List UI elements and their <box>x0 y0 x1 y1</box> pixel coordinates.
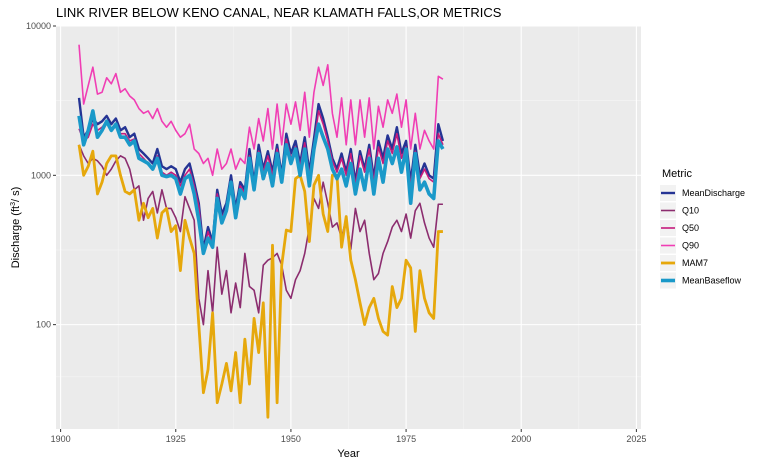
legend-label-Q10: Q10 <box>682 206 699 216</box>
series-line-MAM7 <box>77 144 443 419</box>
series-layer <box>77 44 445 419</box>
legend-items: MeanDischarge Q10 Q50 Q90 MAM7 MeanBaseflow <box>660 185 745 289</box>
legend-label-MeanBaseflow: MeanBaseflow <box>682 276 742 286</box>
x-tick-label: 1975 <box>396 434 416 444</box>
x-tick-label: 1950 <box>281 434 301 444</box>
chart-title: LINK RIVER BELOW KENO CANAL, NEAR KLAMAT… <box>56 5 502 20</box>
x-tick-label: 1900 <box>51 434 71 444</box>
series-line-Q90 <box>78 44 444 177</box>
legend-label-MAM7: MAM7 <box>682 258 708 268</box>
legend-label-MeanDischarge: MeanDischarge <box>682 188 745 198</box>
legend-label-Q50: Q50 <box>682 223 699 233</box>
series-line-Q10 <box>78 144 443 326</box>
y-axis-label: Discharge (ft3/ s) <box>10 187 22 269</box>
x-axis-label: Year <box>337 448 360 460</box>
x-tick-label: 1925 <box>166 434 186 444</box>
y-tick-label: 100 <box>36 320 51 330</box>
y-axis-ticks: 100 1000 10000 <box>26 21 56 330</box>
legend: Metric MeanDischarge Q10 Q50 Q90 MAM7 MeanBas… <box>660 168 745 289</box>
legend-label-Q90: Q90 <box>682 241 699 251</box>
y-tick-label: 1000 <box>31 170 51 180</box>
x-axis-ticks: 1900 1925 1950 1975 2000 2025 <box>51 429 646 444</box>
y-axis-label-prefix: Discharge (ft <box>10 206 22 268</box>
series-line-MeanBaseflow <box>77 109 445 256</box>
y-tick-label: 10000 <box>26 21 51 31</box>
y-axis-label-superscript: 3 <box>10 202 17 206</box>
y-axis-label-suffix: / s) <box>10 187 22 202</box>
x-tick-label: 2000 <box>511 434 531 444</box>
x-tick-label: 2025 <box>626 434 646 444</box>
legend-title: Metric <box>662 168 692 180</box>
